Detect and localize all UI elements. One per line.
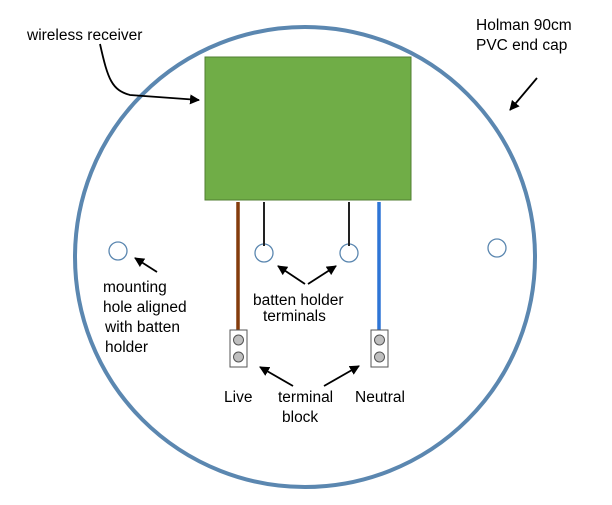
label-mounting-hole-line: holder bbox=[105, 339, 148, 356]
batten-terminal-hole-right bbox=[339, 243, 359, 263]
label-end-cap: Holman 90cm PVC end cap bbox=[476, 17, 576, 54]
label-end-cap-line: PVC end cap bbox=[476, 37, 567, 54]
mounting-hole-right bbox=[487, 238, 507, 258]
end-cap-circle bbox=[73, 25, 537, 489]
wireless-receiver-box bbox=[204, 56, 412, 201]
label-terminal-block: terminal block bbox=[278, 389, 337, 426]
arrow-mounting-hole bbox=[134, 257, 158, 273]
label-live: Live bbox=[224, 389, 252, 406]
mounting-hole-left bbox=[108, 241, 128, 261]
label-neutral: Neutral bbox=[355, 389, 405, 406]
arrow-end-cap bbox=[509, 77, 538, 111]
batten-terminal-hole-left bbox=[254, 243, 274, 263]
label-terminal-block-line: block bbox=[282, 409, 318, 426]
arrow-terminal-block-neutral bbox=[323, 365, 360, 387]
label-mounting-hole-line: with batten bbox=[104, 319, 180, 336]
arrow-batten-terminal-left bbox=[277, 265, 306, 285]
arrow-terminal-block-live bbox=[259, 366, 294, 387]
label-batten-terminals: batten holder terminals bbox=[253, 292, 348, 325]
label-end-cap-line: Holman 90cm bbox=[476, 17, 572, 34]
terminal-block-neutral bbox=[370, 329, 389, 368]
label-terminal-block-line: terminal bbox=[278, 389, 333, 406]
label-mounting-hole: mounting hole aligned with batten holder bbox=[103, 279, 191, 356]
label-batten-terminals-line: batten holder bbox=[253, 292, 344, 309]
arrow-wireless-receiver bbox=[99, 43, 200, 105]
terminal-block-live bbox=[229, 329, 248, 368]
label-mounting-hole-line: mounting bbox=[103, 279, 167, 296]
label-mounting-hole-line: hole aligned bbox=[103, 299, 187, 316]
arrow-batten-terminal-right bbox=[307, 265, 337, 285]
label-wireless-receiver: wireless receiver bbox=[26, 27, 142, 44]
label-batten-terminals-line: terminals bbox=[263, 308, 326, 325]
